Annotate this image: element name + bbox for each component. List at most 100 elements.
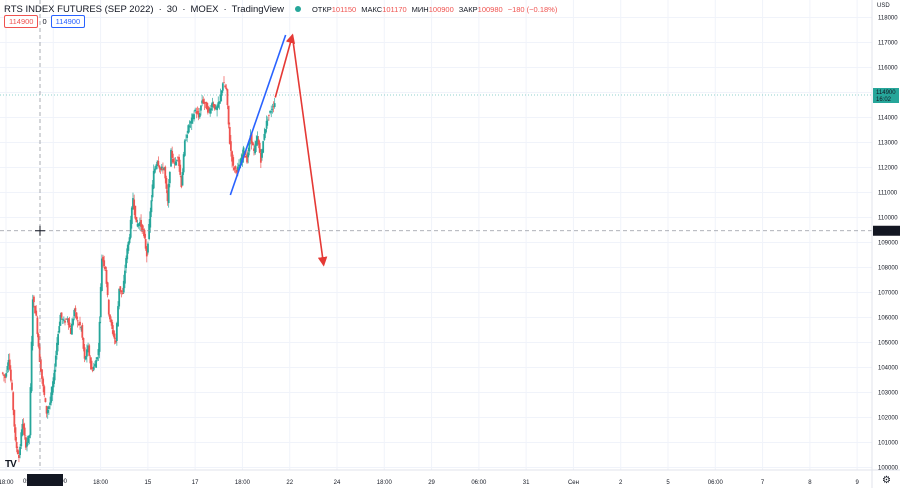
price-tick-label: 116000	[878, 66, 898, 72]
candle-body	[234, 166, 237, 169]
candle-body	[65, 318, 68, 320]
candle-body	[187, 125, 190, 133]
candle-body	[175, 160, 178, 162]
drawing-annotations[interactable]	[229, 33, 328, 267]
candle-body	[44, 398, 47, 403]
candle-body	[253, 148, 255, 152]
candle-body	[124, 270, 126, 284]
blue-trend-line	[229, 34, 287, 196]
candle-body	[58, 326, 61, 333]
candle-body	[144, 239, 147, 249]
candle-body	[36, 317, 39, 335]
candle-body	[270, 111, 273, 113]
candle-body	[113, 333, 116, 339]
candle-body	[4, 375, 7, 378]
price-tick-label: 111000	[878, 191, 898, 197]
time-tick-label: 24	[334, 480, 341, 486]
candle-body	[134, 205, 137, 219]
candle-body	[211, 102, 214, 108]
candle-body	[73, 310, 76, 317]
candle-body	[84, 356, 87, 360]
candle-body	[151, 184, 154, 198]
interval-label[interactable]: 30	[166, 3, 178, 15]
candle-body	[109, 314, 111, 320]
currency-label[interactable]: USD	[877, 3, 890, 9]
buy-button[interactable]: 114900	[50, 15, 86, 28]
candle-body	[3, 374, 5, 376]
candle-body	[59, 314, 62, 326]
candle-body	[137, 223, 140, 226]
candle-body	[189, 121, 192, 124]
candle-body	[257, 139, 260, 145]
separator-dot: ·	[223, 3, 227, 15]
time-tick-label: 22	[286, 480, 293, 486]
candle-body	[167, 183, 170, 204]
candle-body	[76, 320, 79, 322]
price-axis[interactable]: 1180001170001160001150001140001130001120…	[871, 0, 900, 488]
candle-body	[100, 258, 103, 291]
ohlc-values: ОТКР101150 МАКС101170 МИН100900 ЗАКР1009…	[312, 5, 557, 14]
time-axis[interactable]: 18:001018:00151718:00222418:002906:0031С…	[0, 469, 900, 486]
candle-body	[255, 141, 258, 146]
time-tick-label: 18:00	[93, 480, 109, 486]
candle-body	[247, 152, 250, 158]
crosshair-price-bg	[873, 225, 900, 236]
candle-body	[148, 224, 151, 240]
low-value: 100900	[428, 4, 454, 14]
candle-body	[158, 165, 161, 169]
tradingview-logo-icon[interactable]: TV	[5, 459, 17, 470]
low-key: МИН	[411, 4, 429, 14]
candle-body	[263, 133, 266, 140]
candle-body	[112, 330, 115, 336]
candle-body	[251, 142, 254, 146]
candle-body	[129, 219, 132, 238]
source-label: TradingView	[231, 3, 284, 15]
sell-button[interactable]: 114900	[4, 15, 39, 28]
candle-body	[195, 111, 198, 114]
candle-body	[226, 89, 229, 106]
candle-body	[16, 449, 19, 455]
candle-body	[125, 257, 127, 268]
separator-dot: ·	[182, 3, 186, 15]
price-tick-label: 110000	[878, 216, 898, 222]
candle-body	[218, 101, 221, 104]
crosshair-time-bg	[27, 474, 63, 486]
candle-body	[81, 324, 84, 338]
candle-body	[264, 129, 267, 134]
candle-body	[215, 107, 217, 109]
symbol-name[interactable]: RTS INDEX FUTURES (SEP 2022)	[4, 3, 154, 15]
candle-body	[120, 290, 123, 293]
candle-body	[170, 149, 172, 167]
candle-body	[182, 154, 185, 173]
candle-body	[202, 99, 205, 104]
settings-gear-icon[interactable]: ⚙	[882, 475, 891, 486]
price-tick-label: 117000	[878, 41, 898, 47]
candle-body	[162, 168, 164, 171]
close-value: 100980	[477, 4, 503, 14]
candle-body	[27, 435, 30, 443]
candle-body	[236, 166, 239, 171]
candle-body	[248, 141, 251, 152]
candle-body	[221, 83, 224, 91]
candle-body	[173, 162, 176, 164]
candle-body	[210, 108, 213, 111]
candle-body	[77, 323, 80, 325]
candle-body	[90, 360, 93, 370]
close-key: ЗАКР	[458, 4, 478, 14]
candle-body	[95, 360, 98, 368]
candle-body	[49, 402, 51, 405]
candle-body	[250, 133, 253, 144]
candle-body	[193, 114, 195, 120]
candle-body	[271, 108, 274, 110]
candle-body	[198, 113, 201, 118]
candle-body	[31, 299, 34, 346]
candle-body	[37, 334, 40, 347]
price-tick-label: 103000	[878, 391, 899, 397]
candle-body	[86, 349, 88, 357]
candle-body	[53, 369, 56, 381]
candle-body	[118, 288, 121, 307]
candle-body	[1, 372, 4, 374]
candle-body	[52, 377, 55, 388]
candle-body	[8, 359, 11, 370]
